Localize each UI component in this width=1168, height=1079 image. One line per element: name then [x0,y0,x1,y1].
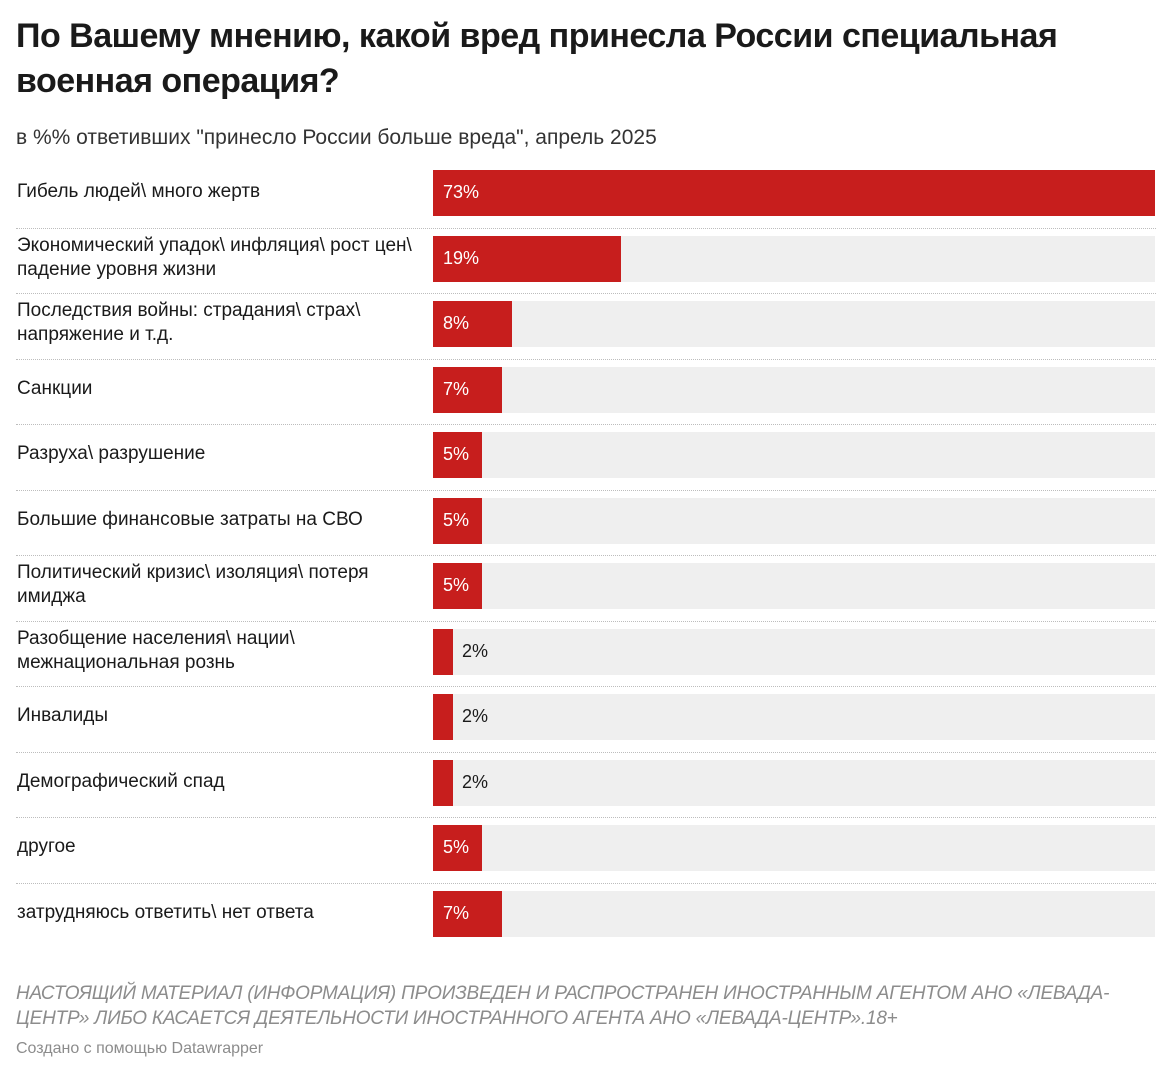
row-separator [16,227,1156,229]
bar [433,694,453,740]
bar [433,628,453,675]
bar-value-label: 2% [462,640,489,661]
bar [433,497,483,544]
bar-background [433,694,1155,740]
bar-value-label: 19% [443,247,480,268]
bar [433,563,483,609]
bar-value-label: 7% [443,902,470,923]
bar-background [433,366,1155,413]
bar-value-label: 5% [443,509,470,530]
bar [433,301,513,347]
bar-background [433,825,1155,871]
row-separator [16,817,1156,818]
category-label: Экономический упадок\ инфляция\ рост цен… [17,234,412,280]
foreign-agent-notice: НАСТОЯЩИЙ МАТЕРИАЛ (ИНФОРМАЦИЯ) ПРОИЗВЕД… [16,983,1110,1029]
category-label: Инвалиды [17,705,109,726]
bar [433,235,621,282]
category-label: Гибель людей\ много жертв [17,181,261,202]
bar-value-label: 5% [443,575,470,595]
row-separator [16,686,1156,687]
bar-value-label: 7% [443,378,470,399]
bar-background [433,497,1155,544]
bar [433,825,483,871]
bar-value-label: 5% [443,837,470,857]
category-label: другое [17,836,76,857]
category-label: Санкции [17,377,93,399]
category-label: Большие финансовые затраты на СВО [17,508,363,530]
row-separator [16,751,1156,753]
bar [433,759,453,806]
bar-background [433,890,1155,937]
row-separator [16,424,1156,425]
category-label: Последствия войны: страдания\ страх\ нап… [17,300,361,345]
chart-title: По Вашему мнению, какой вред принесла Ро… [16,17,1058,100]
row-separator [16,358,1156,360]
bar-background [433,628,1155,675]
row-separator [16,489,1156,491]
bar [433,170,1155,216]
bar [433,432,483,478]
category-label: Разобщение населения\ нации\ межнационал… [17,627,295,673]
bar-background [433,759,1155,806]
bar-value-label: 2% [462,706,489,726]
bar-value-label: 8% [443,313,470,333]
bar-background [433,432,1155,478]
category-label: Демографический спад [17,770,225,792]
bar [433,890,503,937]
chart-subtitle: в %% ответивших "принесло России больше … [16,126,657,149]
datawrapper-credit: Создано с помощью Datawrapper [16,1040,264,1057]
category-label: Разруха\ разрушение [17,443,206,464]
bar-background [433,301,1155,347]
bar-background [433,563,1155,609]
category-label: затрудняюсь ответить\ нет ответа [17,901,314,923]
row-separator [16,293,1156,294]
row-separator [16,620,1156,622]
bar-value-label: 2% [462,771,489,792]
bar-value-label: 5% [443,444,470,464]
category-label: Политический кризис\ изоляция\ потеря им… [17,562,369,607]
bar-value-label: 73% [443,182,480,202]
bar [433,366,503,413]
row-separator [16,555,1156,556]
row-separator [16,882,1156,884]
